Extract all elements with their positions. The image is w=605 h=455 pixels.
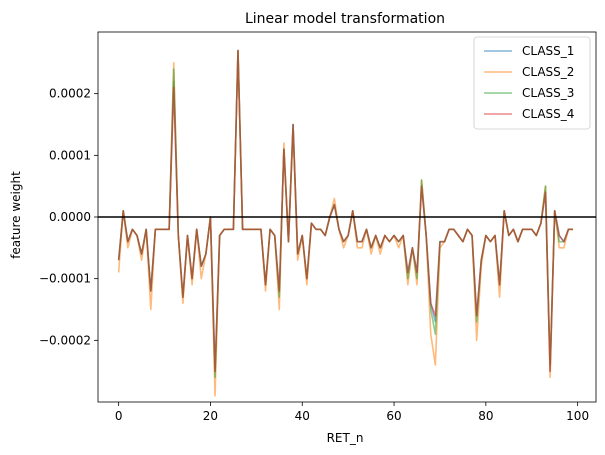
- y-tick-label: −0.0002: [39, 333, 91, 347]
- x-tick-label: 20: [203, 409, 218, 423]
- legend-box: [473, 36, 591, 130]
- x-tick-label: 0: [115, 409, 123, 423]
- y-tick-label: 0.0002: [49, 87, 91, 101]
- x-axis-label: RET_n: [327, 431, 364, 445]
- plot-area: [98, 49, 596, 397]
- x-tick-label: 40: [295, 409, 310, 423]
- legend-label: CLASS_3: [522, 86, 574, 100]
- legend-label: CLASS_4: [522, 107, 574, 121]
- y-axis-label: feature weight: [9, 171, 23, 259]
- y-tick-label: −0.0001: [39, 272, 91, 286]
- series-line-class-4: [117, 49, 574, 372]
- x-tick-label: 100: [566, 409, 589, 423]
- x-tick-label: 80: [478, 409, 493, 423]
- legend: CLASS_1 CLASS_2 CLASS_3 CLASS_4: [473, 36, 591, 130]
- chart-title: Linear model transformation: [245, 11, 445, 27]
- x-tick-label: 60: [386, 409, 401, 423]
- legend-label: CLASS_1: [522, 44, 574, 58]
- y-tick-label: 0.0001: [49, 148, 91, 162]
- axes: 0 20 40 60 80 100 −0.0002 −0.0001 0.0000 0.0001 0.…: [39, 31, 597, 423]
- legend-label: CLASS_2: [522, 65, 574, 79]
- y-tick-label: 0.0000: [49, 210, 91, 224]
